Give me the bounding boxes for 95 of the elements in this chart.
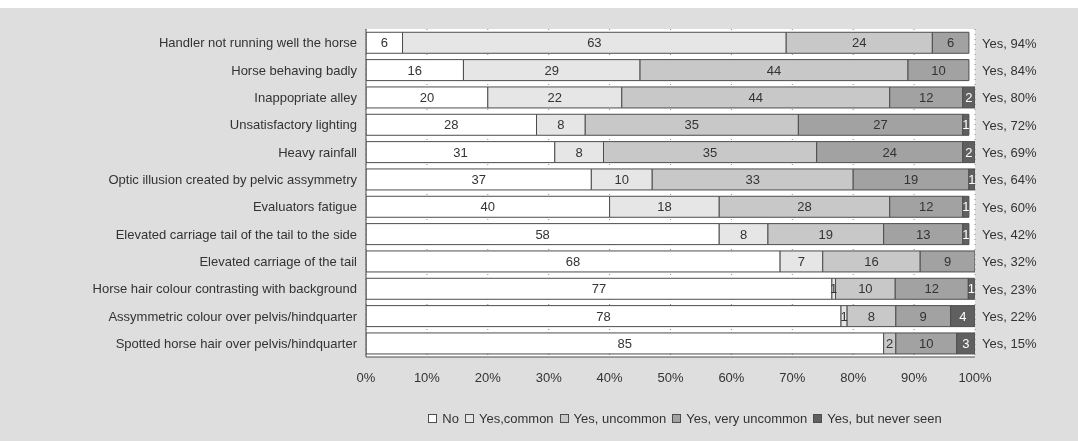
data-label: 35 — [702, 144, 718, 160]
text: Yes, 32% — [982, 253, 1037, 269]
data-label: 20 — [419, 90, 435, 106]
x-tick-label: 0% — [356, 370, 376, 386]
legend-label: Yes,common — [478, 410, 554, 426]
text: Yes, 22% — [982, 308, 1037, 324]
data-label: 9 — [919, 308, 927, 324]
data-label: 28 — [444, 117, 459, 133]
data-label: 18 — [657, 199, 672, 215]
data-label: 40 — [480, 199, 496, 215]
data-label: 1 — [962, 117, 970, 133]
data-label: 8 — [575, 144, 583, 160]
data-label: 31 — [453, 144, 468, 160]
data-label: 24 — [882, 144, 897, 160]
x-tick-label: 20% — [474, 370, 502, 386]
text: Yes, 60% — [982, 199, 1037, 215]
data-label: 7 — [797, 254, 806, 270]
text: Yes, 69% — [982, 144, 1037, 160]
y-tick-label: Spotted horse hair over pelvis/hindquarter — [115, 335, 358, 351]
data-label: 6 — [947, 35, 955, 51]
data-label: 1 — [968, 172, 976, 188]
y-tick-label: Optic illusion created by pelvic assymmetry — [108, 171, 358, 187]
data-label: 27 — [873, 117, 888, 133]
text: Yes, 64% — [982, 171, 1037, 187]
legend-label: Yes, very uncommon — [686, 410, 808, 426]
data-label: 63 — [587, 35, 602, 51]
data-label: 10 — [919, 336, 934, 352]
data-label: 78 — [596, 308, 611, 324]
data-label: 19 — [903, 172, 919, 188]
x-tick-label: 90% — [901, 370, 928, 386]
y-tick-label: Elevated carriage of the tail — [199, 253, 358, 269]
data-label: 12 — [919, 90, 934, 106]
x-tick-label: 70% — [779, 370, 806, 386]
data-label: 16 — [407, 62, 422, 78]
data-label: 12 — [919, 199, 934, 215]
data-label: 2 — [965, 144, 973, 160]
data-label: 2 — [886, 336, 894, 352]
y-tick-label: Handler not running well the horse — [158, 35, 357, 51]
data-label: 24 — [852, 35, 867, 51]
data-label: 44 — [748, 90, 763, 106]
data-label: 1 — [840, 308, 848, 324]
text: Yes, 15% — [982, 335, 1037, 351]
data-label: 8 — [867, 308, 876, 324]
data-label: 35 — [684, 117, 700, 133]
data-label: 1 — [962, 226, 970, 242]
data-label: 3 — [962, 336, 970, 352]
text: Yes, 94% — [982, 35, 1037, 51]
data-label: 1 — [962, 199, 970, 215]
legend-label: No — [442, 410, 459, 426]
data-label: 1 — [967, 281, 975, 297]
data-label: 44 — [766, 62, 782, 78]
data-label: 4 — [959, 308, 967, 324]
y-tick-label: Evaluators fatigue — [252, 199, 357, 215]
x-tick-label: 10% — [413, 370, 441, 386]
data-label: 9 — [943, 254, 952, 270]
data-label: 33 — [745, 172, 760, 188]
y-tick-label: Horse behaving badly — [231, 62, 358, 78]
text: Yes, 84% — [982, 62, 1037, 78]
y-tick-label: Heavy rainfall — [278, 144, 358, 160]
y-tick-label: Elevated carriage tail of the tail to the side — [115, 226, 357, 242]
data-label: 28 — [797, 199, 812, 215]
text: Yes, 80% — [982, 89, 1037, 105]
data-label: 19 — [818, 226, 834, 242]
data-label: 2 — [965, 90, 973, 106]
x-tick-label: 60% — [718, 370, 745, 386]
data-label: 10 — [858, 281, 873, 297]
legend-label: Yes, uncommon — [573, 410, 667, 426]
x-tick-label: 100% — [958, 370, 993, 386]
data-label: 58 — [535, 226, 550, 242]
text: Yes, 72% — [982, 117, 1037, 133]
x-tick-label: 50% — [657, 370, 684, 386]
data-label: 8 — [557, 117, 565, 133]
data-label: 16 — [864, 254, 879, 270]
y-tick-label: Assymmetric colour over pelvis/hindquarter — [108, 308, 358, 324]
data-label: 68 — [565, 254, 581, 270]
y-tick-label: Inappopriate alley — [254, 89, 358, 105]
data-label: 37 — [471, 172, 486, 188]
data-label: 12 — [924, 281, 939, 297]
data-label: 10 — [931, 62, 946, 78]
y-tick-label: Unsatisfactory lighting — [229, 117, 357, 133]
data-label: 8 — [739, 226, 748, 242]
text: Yes, 23% — [982, 281, 1037, 297]
data-label: 29 — [544, 62, 559, 78]
data-label: 6 — [380, 35, 388, 51]
x-tick-label: 80% — [840, 370, 867, 386]
data-label: 85 — [617, 336, 633, 352]
x-tick-label: 40% — [596, 370, 624, 386]
x-tick-label: 30% — [535, 370, 563, 386]
data-label: 13 — [916, 226, 931, 242]
data-label: 22 — [547, 90, 563, 106]
text: Yes, 42% — [982, 226, 1037, 242]
y-tick-label: Horse hair colour contrasting with background — [92, 281, 357, 297]
data-label: 77 — [591, 281, 607, 297]
legend-label: Yes, but never seen — [827, 410, 942, 426]
data-label: 10 — [614, 172, 630, 188]
